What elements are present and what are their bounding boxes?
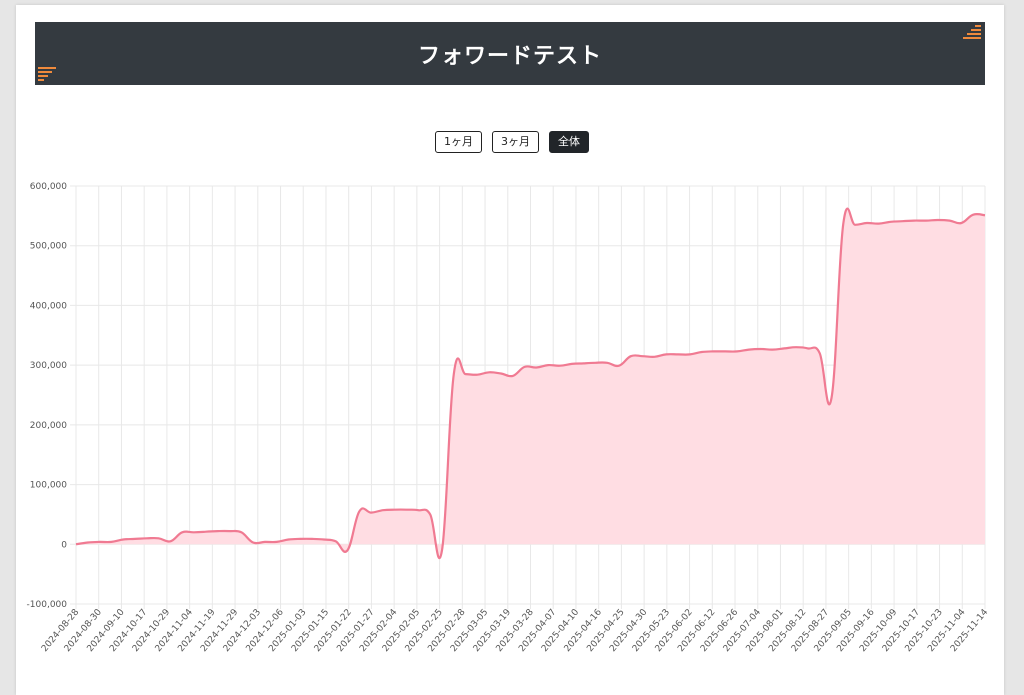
corner-stripe	[38, 79, 44, 81]
corner-stripe	[967, 33, 981, 35]
corner-stripes-top-right	[963, 25, 981, 39]
range-button-3-month[interactable]: 3ヶ月	[492, 131, 539, 153]
corner-stripes-bottom-left	[38, 67, 56, 81]
range-selector: 1ヶ月 3ヶ月 全体	[0, 131, 1024, 153]
corner-stripe	[38, 67, 56, 69]
range-button-all[interactable]: 全体	[549, 131, 589, 153]
corner-stripe	[963, 37, 981, 39]
corner-decoration-icon	[963, 25, 981, 39]
page-title: フォワードテスト	[417, 44, 602, 69]
corner-decoration-icon	[38, 67, 56, 81]
corner-stripe	[38, 75, 48, 77]
range-button-1-month[interactable]: 1ヶ月	[435, 131, 482, 153]
corner-stripe	[975, 25, 981, 27]
page-header: フォワードテスト	[35, 22, 985, 85]
content-panel	[16, 5, 1004, 695]
corner-stripe	[38, 71, 52, 73]
corner-stripe	[971, 29, 981, 31]
